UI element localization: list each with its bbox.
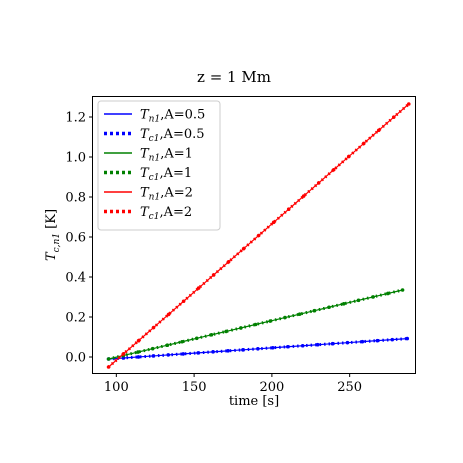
data-point xyxy=(165,343,170,348)
data-point xyxy=(345,340,350,345)
plot-frame xyxy=(92,96,416,374)
legend-entry: Tc1,A=0.5 xyxy=(140,127,205,144)
data-point xyxy=(300,343,305,348)
data-point xyxy=(209,333,214,337)
data-point xyxy=(211,273,216,277)
data-point xyxy=(166,312,171,317)
legend-entry: Tn1,A=0.5 xyxy=(140,108,205,125)
legend-entry: Tn1,A=2 xyxy=(140,186,193,203)
data-point xyxy=(327,305,331,310)
data-point xyxy=(312,308,317,313)
x-tick-label: 250 xyxy=(337,380,362,395)
x-tick-label: 200 xyxy=(259,380,284,395)
data-point xyxy=(390,337,395,342)
x-axis-title: time [s] xyxy=(229,394,279,409)
data-point xyxy=(226,260,231,264)
legend: Tn1,A=0.5 Tc1,A=0.5 Tn1,A=1 Tc1,A=1 Tn1,A=2 T… xyxy=(97,100,221,231)
data-point xyxy=(196,351,200,355)
data-point xyxy=(331,167,336,172)
data-point xyxy=(121,352,126,356)
data-point xyxy=(271,220,276,225)
data-point xyxy=(253,322,258,327)
y-tick-label: 0.8 xyxy=(65,191,86,206)
data-point xyxy=(166,353,171,357)
data-point xyxy=(256,347,260,351)
data-point xyxy=(239,326,243,330)
data-point xyxy=(283,315,287,320)
legend-entry: Tc1,A=2 xyxy=(140,205,192,222)
x-tick-label: 150 xyxy=(182,380,207,395)
data-point xyxy=(106,357,111,361)
data-point xyxy=(406,102,411,106)
data-point xyxy=(301,194,306,198)
data-point xyxy=(181,352,186,356)
data-point xyxy=(151,354,156,358)
data-point xyxy=(391,115,396,119)
data-point xyxy=(106,365,111,369)
data-point xyxy=(181,299,186,304)
data-point xyxy=(226,349,230,353)
data-point xyxy=(150,346,155,351)
y-tick-label: 0.4 xyxy=(65,271,86,286)
data-point xyxy=(316,181,321,185)
data-point xyxy=(285,344,290,349)
data-point xyxy=(371,295,375,299)
data-point xyxy=(341,302,346,306)
data-point xyxy=(376,128,381,133)
data-point xyxy=(241,246,246,251)
data-point xyxy=(405,336,410,341)
y-tick-label: 0.0 xyxy=(65,351,86,366)
data-point xyxy=(400,288,405,292)
data-point xyxy=(180,339,184,344)
data-point xyxy=(375,338,380,343)
data-point xyxy=(346,154,351,159)
data-point xyxy=(136,355,141,359)
data-point xyxy=(315,342,320,347)
data-point xyxy=(360,339,365,344)
data-point xyxy=(211,350,215,354)
data-point xyxy=(194,336,199,341)
x-tick-label: 100 xyxy=(104,380,129,395)
data-point xyxy=(256,233,261,238)
y-axis-title: Tc,n1 [K] xyxy=(44,209,62,261)
data-point xyxy=(271,345,275,350)
data-point xyxy=(361,141,366,146)
chart-title: z = 1 Mm xyxy=(197,68,271,86)
y-axis: 0.0 0.2 0.4 0.6 0.8 1.0 1.2 xyxy=(65,111,93,366)
data-point xyxy=(241,348,245,352)
data-point xyxy=(297,312,302,316)
series-line xyxy=(108,288,403,361)
data-point xyxy=(136,350,140,354)
y-tick-label: 1.2 xyxy=(65,111,86,126)
data-point xyxy=(196,286,201,290)
data-point xyxy=(268,319,273,323)
x-axis: 100 150 200 250 xyxy=(104,373,362,395)
plot-area xyxy=(106,102,411,369)
y-tick-label: 1.0 xyxy=(65,151,86,166)
data-point xyxy=(330,341,335,346)
data-point xyxy=(386,291,390,296)
y-tick-label: 0.6 xyxy=(65,231,86,246)
data-point xyxy=(286,207,291,211)
data-point xyxy=(136,338,141,343)
legend-entry: Tn1,A=1 xyxy=(140,147,193,164)
legend-entry: Tc1,A=1 xyxy=(140,166,192,183)
data-point xyxy=(151,325,156,330)
data-point xyxy=(356,298,361,303)
data-point xyxy=(224,329,228,334)
y-tick-label: 0.2 xyxy=(65,311,86,326)
